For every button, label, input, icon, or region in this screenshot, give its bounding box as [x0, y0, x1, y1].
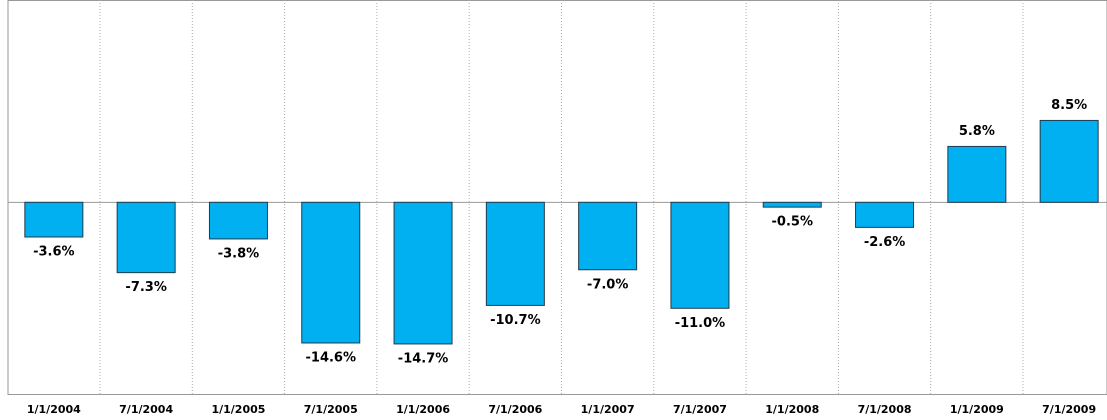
bar: [670, 201, 730, 309]
value-label: -3.8%: [218, 246, 259, 261]
bar: [208, 201, 268, 240]
bar: [762, 201, 822, 208]
bar: [485, 201, 545, 306]
bar: [578, 201, 638, 271]
bar: [1039, 119, 1099, 203]
x-tick-label: 7/1/2005: [304, 403, 358, 416]
x-tick-label: 1/1/2004: [27, 403, 81, 416]
bar: [947, 145, 1007, 203]
x-tick-label: 1/1/2008: [765, 403, 819, 416]
x-tick-label: 7/1/2009: [1042, 403, 1096, 416]
x-tick-label: 1/1/2007: [581, 403, 635, 416]
plot-frame: [7, 0, 1107, 395]
x-tick-label: 1/1/2005: [211, 403, 265, 416]
x-tick-label: 1/1/2006: [396, 403, 450, 416]
value-label: 8.5%: [1051, 98, 1087, 113]
x-tick-label: 1/1/2009: [950, 403, 1004, 416]
bar: [301, 201, 361, 344]
value-label: -11.0%: [675, 316, 726, 331]
x-tick-label: 7/1/2007: [673, 403, 727, 416]
bar: [393, 201, 453, 345]
bar: [116, 201, 176, 274]
x-tick-label: 7/1/2008: [858, 403, 912, 416]
value-label: -10.7%: [490, 313, 541, 328]
value-label: -0.5%: [772, 215, 813, 230]
value-label: -2.6%: [864, 235, 905, 250]
bar: [855, 201, 915, 228]
bar: [24, 201, 84, 238]
value-label: -3.6%: [33, 245, 74, 260]
value-label: 5.8%: [959, 124, 995, 139]
value-label: -7.0%: [587, 277, 628, 292]
value-label: -7.3%: [125, 280, 166, 295]
value-label: -14.7%: [398, 351, 449, 366]
x-tick-label: 7/1/2006: [488, 403, 542, 416]
value-label: -14.6%: [306, 350, 357, 365]
x-tick-label: 7/1/2004: [119, 403, 173, 416]
